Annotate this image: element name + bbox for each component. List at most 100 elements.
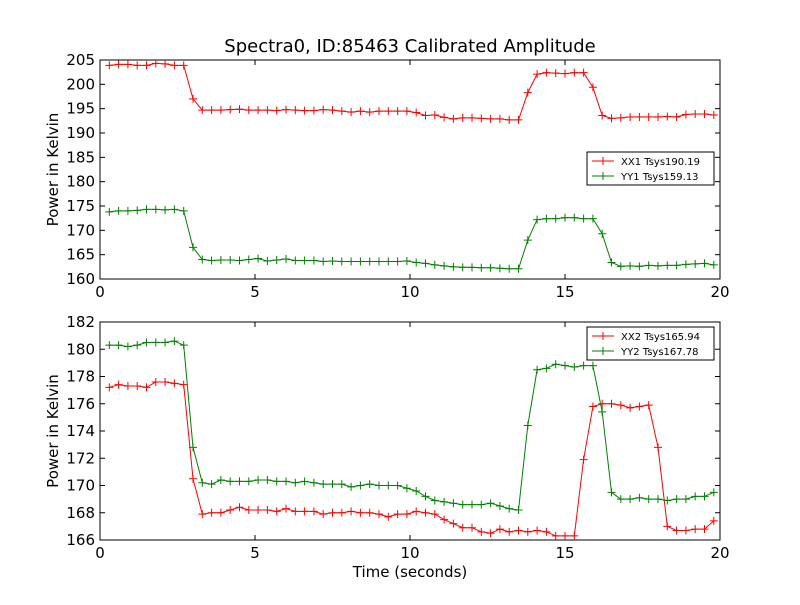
data-point: [468, 523, 476, 532]
y-axis-label: Power in Kelvin: [44, 113, 62, 227]
data-point: [644, 401, 653, 410]
data-point: [421, 508, 430, 517]
data-point: [402, 256, 411, 265]
data-point: [486, 114, 495, 123]
data-point: [635, 112, 644, 121]
data-point: [672, 112, 681, 121]
data-point: [533, 215, 542, 224]
data-point: [412, 486, 421, 495]
data-point: [579, 68, 588, 77]
data-point: [226, 506, 235, 515]
data-point: [393, 107, 402, 116]
data-point: [709, 110, 718, 119]
data-point: [495, 525, 504, 534]
data-point: [440, 113, 449, 122]
data-point: [198, 478, 207, 487]
legend-box: [586, 326, 715, 361]
data-point: [263, 506, 272, 515]
data-point: [672, 526, 681, 535]
data-point: [384, 107, 393, 116]
data-point: [709, 260, 718, 269]
data-point: [654, 495, 662, 504]
legend-marker: [599, 347, 607, 355]
data-point: [235, 256, 244, 265]
data-point: [254, 506, 263, 515]
data-point: [523, 527, 532, 536]
data-point: [626, 261, 635, 270]
data-point: [449, 499, 458, 508]
data-point: [542, 364, 551, 373]
data-point: [235, 503, 244, 512]
data-point: [663, 261, 672, 270]
data-point: [226, 477, 235, 486]
data-point: [542, 68, 551, 77]
data-point: [384, 257, 393, 266]
data-point: [412, 258, 421, 267]
data-point: [179, 61, 188, 70]
data-point: [561, 69, 569, 78]
data-point: [505, 527, 514, 536]
data-point: [468, 500, 476, 509]
data-point: [598, 111, 607, 120]
data-point: [644, 261, 653, 270]
data-point: [393, 257, 402, 266]
data-point: [440, 261, 449, 270]
data-point: [468, 113, 476, 122]
data-point: [142, 383, 151, 392]
data-point: [570, 362, 579, 371]
legend-box: [586, 151, 715, 186]
data-point: [207, 256, 216, 265]
y-tick-label: 160: [66, 270, 95, 288]
data-point: [654, 112, 662, 121]
data-point: [337, 107, 346, 116]
data-point: [626, 112, 635, 121]
data-point: [681, 495, 690, 504]
data-point: [393, 510, 402, 519]
data-point: [235, 477, 244, 486]
data-point: [328, 508, 337, 517]
y-tick-label: 174: [66, 422, 95, 440]
data-point: [607, 114, 616, 123]
data-point: [635, 262, 644, 271]
data-point: [300, 106, 309, 115]
data-point: [691, 525, 700, 534]
y-tick-label: 178: [66, 368, 95, 386]
legend: XX2 Tsys165.94 YY2 Tsys167.78: [586, 326, 715, 361]
data-point: [319, 105, 328, 114]
data-point: [337, 508, 346, 517]
y-tick-label: 200: [66, 75, 95, 93]
data-point: [458, 113, 467, 122]
data-point: [626, 495, 635, 504]
data-point: [272, 507, 281, 516]
y-tick-label: 190: [66, 124, 95, 142]
data-point: [384, 481, 393, 490]
data-point: [588, 214, 597, 223]
x-tick-label: 5: [250, 283, 260, 301]
data-point: [133, 206, 142, 215]
data-point: [672, 261, 681, 270]
data-point: [151, 377, 160, 386]
y-tick-label: 185: [66, 148, 95, 166]
data-point: [254, 254, 263, 263]
data-point: [533, 70, 542, 79]
data-point: [216, 256, 225, 265]
data-point: [635, 493, 644, 502]
data-point: [291, 507, 300, 516]
data-point: [319, 257, 328, 266]
data-point: [347, 507, 356, 516]
data-point: [244, 255, 253, 264]
y-tick-label: 180: [66, 340, 95, 358]
data-point: [142, 338, 151, 347]
x-tick-label: 15: [555, 283, 574, 301]
data-point: [133, 341, 142, 350]
data-point: [347, 257, 356, 266]
data-point: [477, 263, 486, 272]
data-point: [105, 383, 114, 392]
data-point: [114, 60, 123, 69]
data-point: [300, 507, 309, 516]
data-point: [505, 504, 514, 513]
data-point: [356, 508, 365, 517]
data-point: [505, 264, 514, 273]
data-point: [412, 108, 421, 117]
